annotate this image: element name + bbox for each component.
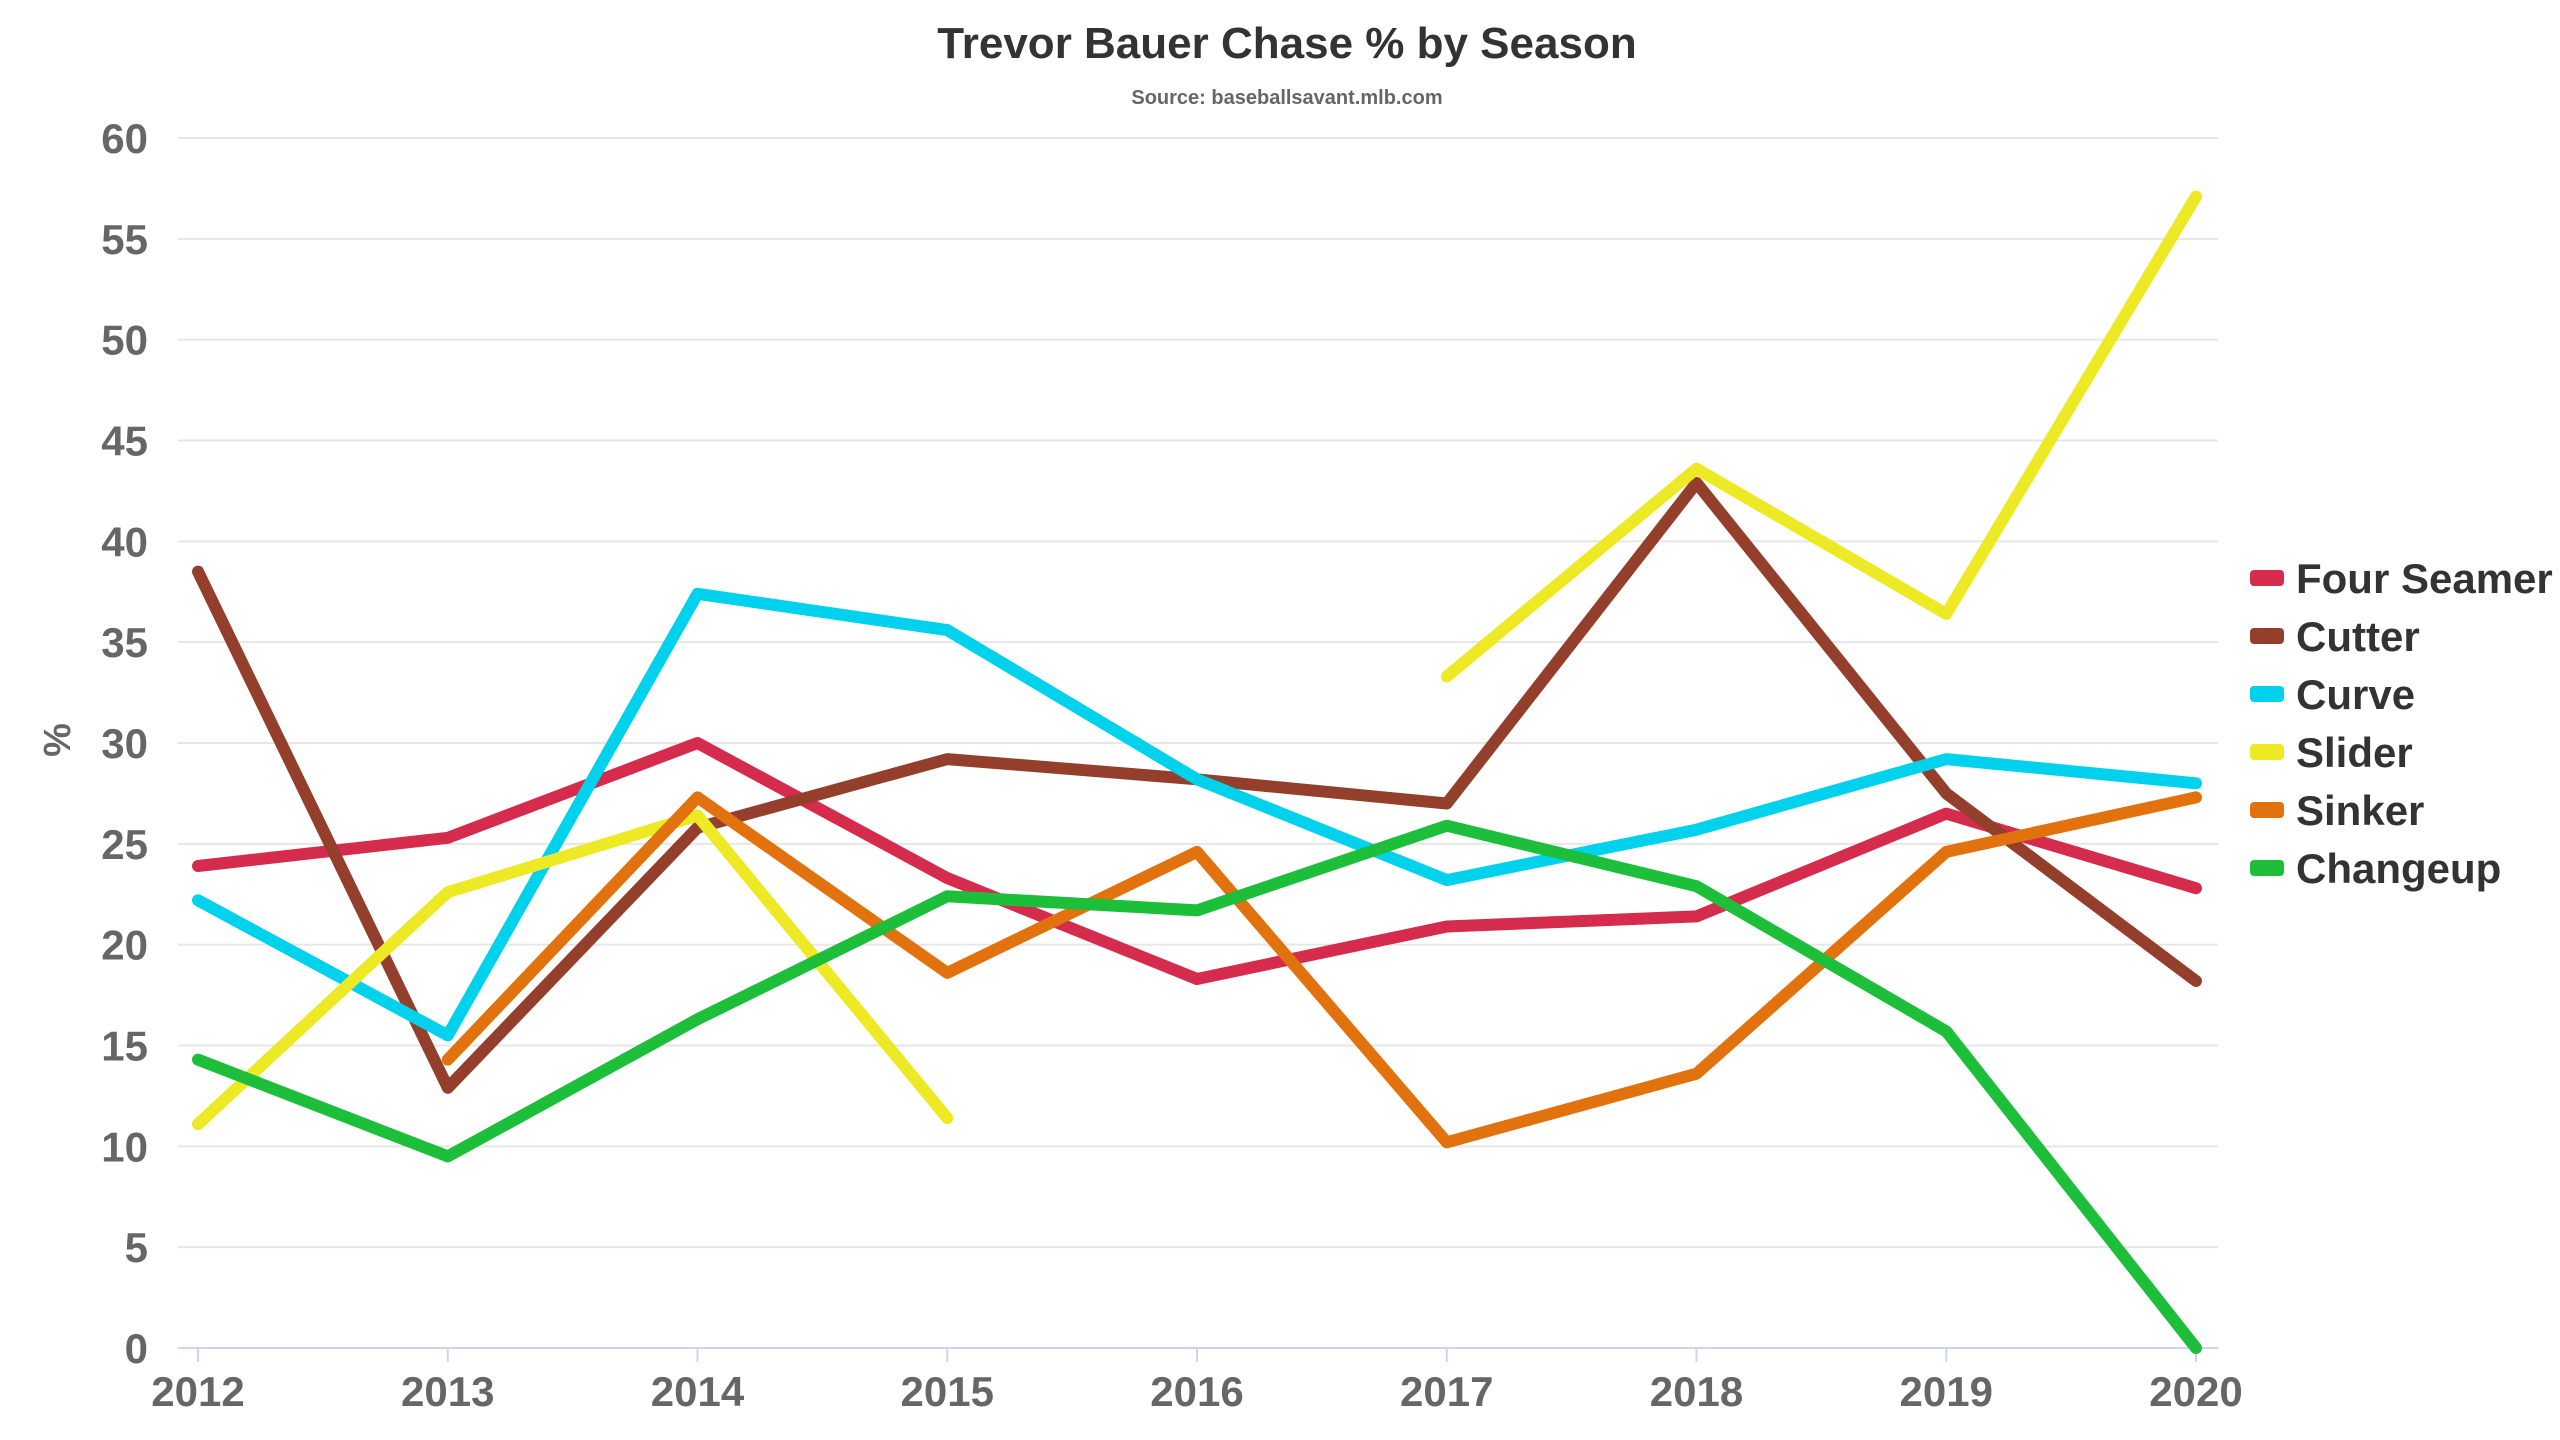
chart-title: Trevor Bauer Chase % by Season [937, 19, 1636, 68]
legend-label: Sinker [2296, 787, 2424, 834]
y-tick-label: 45 [101, 418, 148, 465]
y-tick-label: 35 [101, 619, 148, 666]
legend-item[interactable]: Cutter [2250, 613, 2420, 660]
chart-subtitle: Source: baseballsavant.mlb.com [1131, 87, 1442, 109]
series-line [1440, 190, 2202, 683]
series-line [192, 737, 2202, 985]
legend-swatch [2250, 802, 2284, 818]
x-tick-label: 2019 [1900, 1368, 1993, 1415]
y-tick-label: 5 [125, 1224, 148, 1271]
x-tick-label: 2012 [151, 1368, 244, 1415]
y-tick-label: 60 [101, 115, 148, 162]
series-line [192, 587, 2202, 1042]
legend-label: Cutter [2296, 613, 2420, 660]
y-tick-label: 10 [101, 1123, 148, 1170]
series-curve [192, 587, 2202, 1042]
y-tick-label: 50 [101, 317, 148, 364]
legend-item[interactable]: Sinker [2250, 787, 2424, 834]
legend-swatch [2250, 628, 2284, 644]
y-axis: 0 5 10 15 20 25 30 35 40 45 50 55 60 [101, 115, 148, 1372]
series-changeup [192, 819, 2202, 1354]
y-tick-label: 40 [101, 518, 148, 565]
y-tick-label: 20 [101, 922, 148, 969]
series-line [192, 819, 2202, 1354]
y-tick-label: 25 [101, 821, 148, 868]
legend-label: Four Seamer [2296, 555, 2553, 602]
series-line [441, 791, 2202, 1149]
series-line [192, 809, 954, 1131]
legend-item[interactable]: Changeup [2250, 845, 2501, 892]
x-tick-label: 2013 [401, 1368, 494, 1415]
gridlines [178, 137, 2218, 1249]
series-four-seamer [192, 737, 2202, 985]
legend-swatch [2250, 860, 2284, 876]
legend-label: Curve [2296, 671, 2415, 718]
series-sinker [441, 791, 2202, 1149]
legend-item[interactable]: Four Seamer [2250, 555, 2553, 602]
y-tick-label: 0 [125, 1325, 148, 1372]
x-tick-label: 2017 [1400, 1368, 1493, 1415]
legend-item[interactable]: Slider [2250, 729, 2413, 776]
x-axis: 2012 2013 2014 2015 2016 2017 2018 2019 2020 [151, 1347, 2243, 1415]
y-axis-title: % [37, 723, 79, 757]
legend: Four Seamer Cutter Curve Slider Sinker Change… [2250, 555, 2553, 892]
y-tick-label: 15 [101, 1023, 148, 1070]
x-tick-label: 2018 [1650, 1368, 1743, 1415]
legend-swatch [2250, 744, 2284, 760]
legend-label: Changeup [2296, 845, 2501, 892]
series-slider [192, 190, 2202, 1131]
y-tick-label: 30 [101, 720, 148, 767]
x-tick-label: 2014 [651, 1368, 745, 1415]
x-tick-label: 2020 [2149, 1368, 2242, 1415]
x-tick-label: 2016 [1150, 1368, 1243, 1415]
legend-swatch [2250, 686, 2284, 702]
legend-label: Slider [2296, 729, 2413, 776]
series-lines [192, 190, 2202, 1354]
legend-swatch [2250, 570, 2284, 586]
y-tick-label: 55 [101, 216, 148, 263]
legend-item[interactable]: Curve [2250, 671, 2415, 718]
x-tick-label: 2015 [901, 1368, 994, 1415]
